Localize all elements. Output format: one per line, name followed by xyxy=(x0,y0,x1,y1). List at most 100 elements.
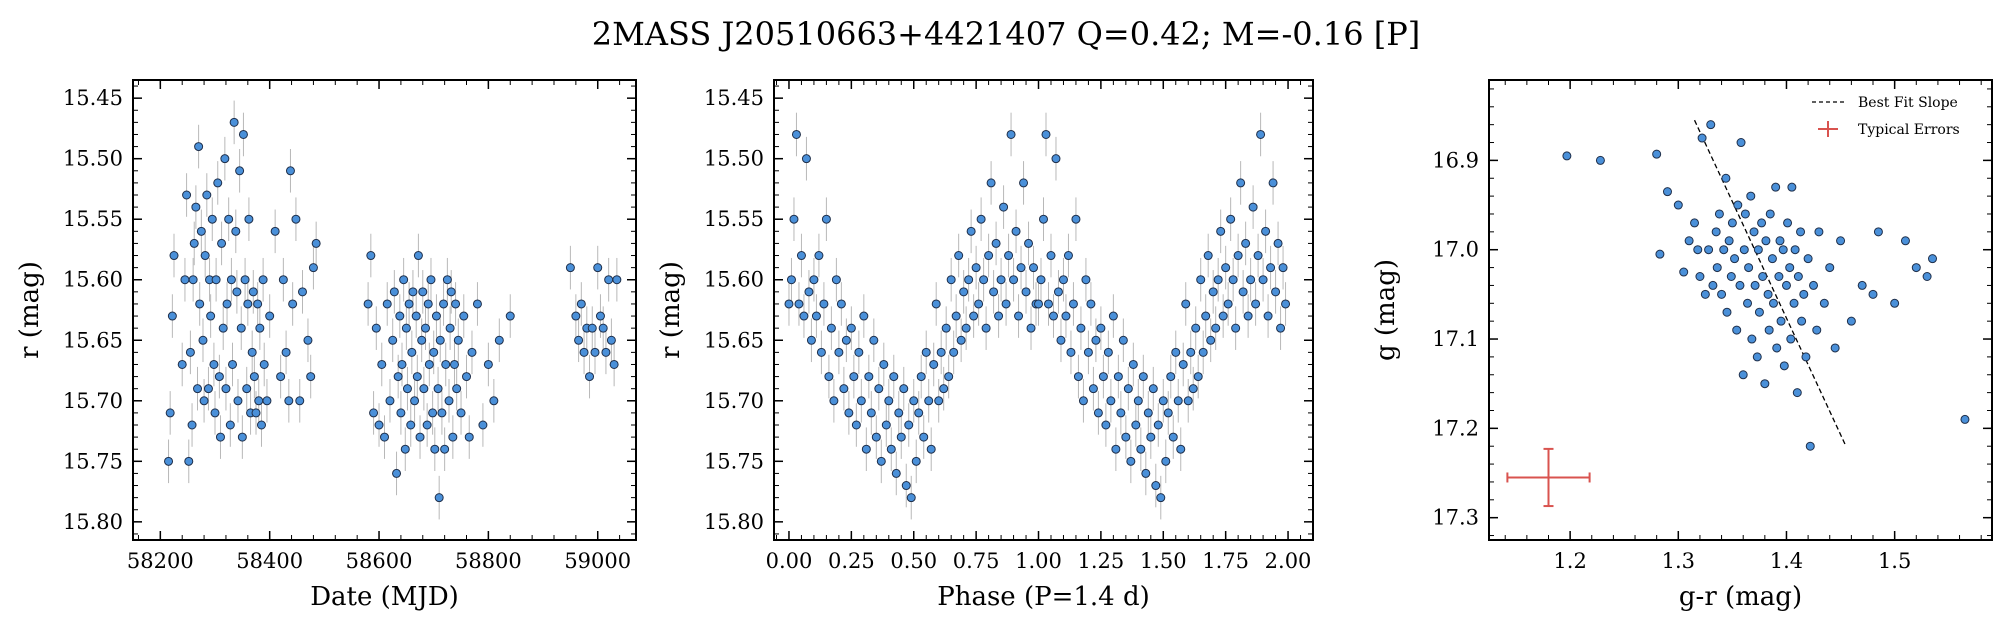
data-point xyxy=(598,323,608,333)
typical-error-cross xyxy=(1506,447,1591,508)
data-point xyxy=(1673,200,1683,210)
data-point xyxy=(1764,325,1774,335)
y-tick-label: 16.9 xyxy=(1432,148,1479,172)
data-point xyxy=(979,275,989,285)
data-point xyxy=(478,420,488,430)
data-point xyxy=(1772,343,1782,353)
data-point xyxy=(449,359,459,369)
x-tick-label: 58200 xyxy=(127,549,194,573)
data-point xyxy=(949,347,959,357)
data-point xyxy=(924,396,934,406)
data-point xyxy=(1183,396,1193,406)
data-point xyxy=(215,432,225,442)
ticks: 1.2 1.3 1.4 1.5 16.9 17.0 17.1 17.2 17.3 xyxy=(1432,80,1992,573)
data-point xyxy=(276,372,286,382)
data-point xyxy=(254,396,264,406)
data-points xyxy=(164,117,622,503)
data-point xyxy=(1118,335,1128,345)
data-point xyxy=(265,311,275,321)
data-point xyxy=(1116,408,1126,418)
data-point xyxy=(1825,263,1835,273)
data-point xyxy=(981,323,991,333)
data-point xyxy=(989,287,999,297)
y-tick-label: 15.50 xyxy=(704,147,764,171)
data-point xyxy=(297,287,307,297)
data-point xyxy=(871,432,881,442)
data-point xyxy=(1001,299,1011,309)
legend-entry-fit: Best Fit Slope xyxy=(1858,95,1958,111)
data-point xyxy=(1228,275,1238,285)
data-point xyxy=(270,226,280,236)
axes-frame xyxy=(1488,79,1993,541)
data-point xyxy=(866,408,876,418)
data-point xyxy=(1128,359,1138,369)
data-point xyxy=(1273,238,1283,248)
data-point xyxy=(994,311,1004,321)
data-point xyxy=(1750,280,1760,290)
ticks: 58200 58400 58600 58800 59000 15.45 15.50 15.55… xyxy=(63,80,636,573)
y-tick-label: 15.60 xyxy=(704,268,764,292)
data-point xyxy=(1263,311,1273,321)
data-point xyxy=(456,408,466,418)
x-tick-label: 58400 xyxy=(236,549,303,573)
data-point xyxy=(306,372,316,382)
data-point xyxy=(1121,432,1131,442)
data-point xyxy=(1051,154,1061,164)
data-point xyxy=(291,214,301,224)
data-point xyxy=(1091,335,1101,345)
data-point xyxy=(1803,254,1813,264)
data-point xyxy=(1757,218,1767,228)
data-point xyxy=(791,129,801,139)
data-point xyxy=(816,347,826,357)
data-point xyxy=(1812,325,1822,335)
data-point xyxy=(1103,347,1113,357)
data-point xyxy=(247,347,257,357)
data-point xyxy=(601,347,611,357)
data-point xyxy=(1021,287,1031,297)
data-point xyxy=(1796,227,1806,237)
y-tick-label: 15.60 xyxy=(63,268,123,292)
data-point xyxy=(231,226,241,236)
data-point xyxy=(571,311,581,321)
data-point xyxy=(1779,361,1789,371)
data-points xyxy=(784,129,1291,503)
data-point xyxy=(976,214,986,224)
data-point xyxy=(1768,298,1778,308)
data-point xyxy=(308,263,318,273)
data-point xyxy=(1786,334,1796,344)
data-point xyxy=(1131,420,1141,430)
x-tick-label: 1.50 xyxy=(1140,549,1187,573)
data-point xyxy=(1083,347,1093,357)
data-point xyxy=(1146,432,1156,442)
data-point xyxy=(164,456,174,466)
data-point xyxy=(382,299,392,309)
data-point xyxy=(441,359,451,369)
data-point xyxy=(1846,316,1856,326)
data-point xyxy=(1026,323,1036,333)
data-point xyxy=(1711,227,1721,237)
data-point xyxy=(1761,236,1771,246)
data-point xyxy=(1039,214,1048,224)
data-point xyxy=(311,238,321,248)
data-point xyxy=(1256,129,1266,139)
data-point xyxy=(886,444,896,454)
data-point xyxy=(1056,335,1066,345)
data-point xyxy=(609,359,619,369)
data-point xyxy=(1041,129,1051,139)
data-point xyxy=(1093,408,1103,418)
data-point xyxy=(1198,347,1208,357)
data-point xyxy=(944,372,954,382)
data-point xyxy=(385,396,395,406)
data-point xyxy=(1679,267,1689,277)
data-point xyxy=(210,408,220,418)
data-point xyxy=(1809,280,1819,290)
data-point xyxy=(253,299,263,309)
data-point xyxy=(884,396,894,406)
data-point xyxy=(284,396,294,406)
data-point xyxy=(240,275,250,285)
data-point xyxy=(1153,420,1163,430)
data-point xyxy=(991,238,1001,248)
data-point xyxy=(1101,420,1111,430)
y-tick-label: 15.80 xyxy=(704,510,764,534)
